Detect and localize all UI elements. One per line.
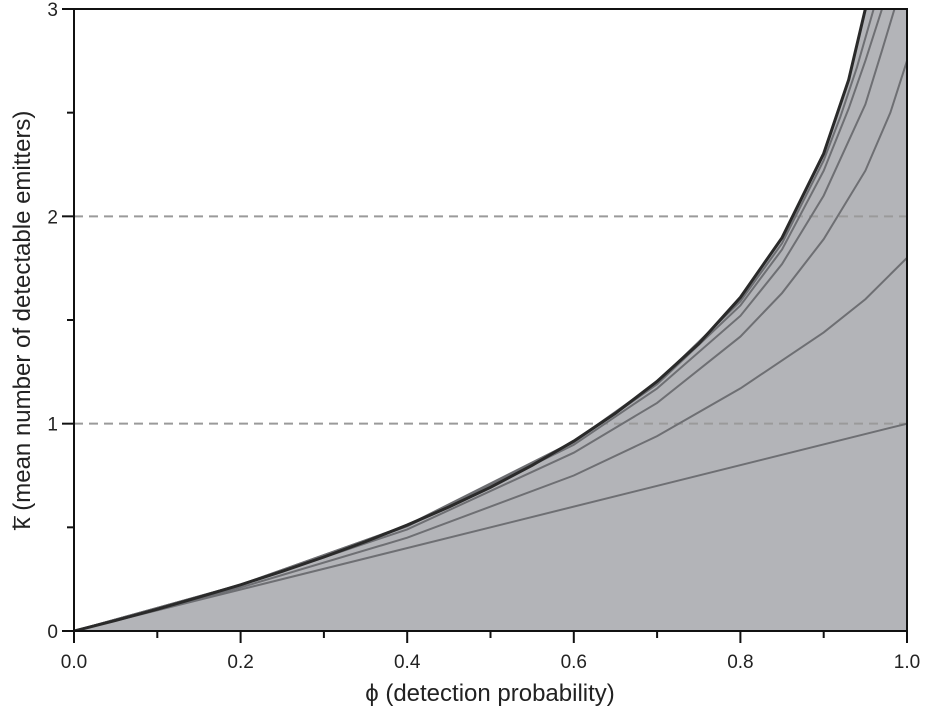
- series-line: [74, 257, 907, 631]
- filled-region: [74, 9, 907, 631]
- x-tick-label: 0.0: [61, 652, 87, 673]
- x-tick-label: 0.2: [227, 652, 253, 673]
- x-tick-label: 0.6: [561, 652, 587, 673]
- x-tick-label: 0.4: [394, 652, 421, 673]
- x-tick-label: 1.0: [894, 652, 920, 673]
- axes: [62, 8, 908, 643]
- series-line: [74, 422, 907, 631]
- x-tick-label: 0.8: [727, 652, 753, 673]
- plot-content: [74, 9, 907, 631]
- y-tick-label: 2: [47, 207, 58, 228]
- series-line: [74, 9, 875, 631]
- x-axis-label: ϕ (detection probability): [365, 680, 615, 707]
- tick-labels: 0.0 0.2 0.4 0.6 0.8 1.0 0 1 2 3: [47, 0, 920, 673]
- plot-area: [74, 9, 907, 631]
- y-tick-label: 3: [47, 0, 58, 21]
- y-axis-label: k̅ (mean number of detectable emitters): [9, 111, 36, 531]
- y-tick-label: 0: [47, 622, 58, 643]
- y-tick-label: 1: [47, 415, 58, 436]
- envelope-line: [74, 9, 867, 631]
